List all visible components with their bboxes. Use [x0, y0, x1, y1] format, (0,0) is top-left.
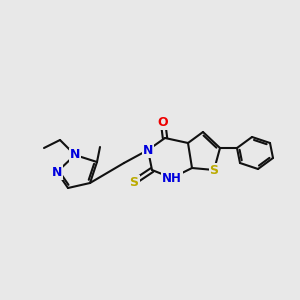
Text: O: O	[158, 116, 168, 128]
Text: N: N	[70, 148, 80, 161]
Text: N: N	[52, 166, 62, 178]
Text: S: S	[130, 176, 139, 188]
Text: S: S	[209, 164, 218, 176]
Text: NH: NH	[162, 172, 182, 184]
Text: N: N	[143, 143, 153, 157]
